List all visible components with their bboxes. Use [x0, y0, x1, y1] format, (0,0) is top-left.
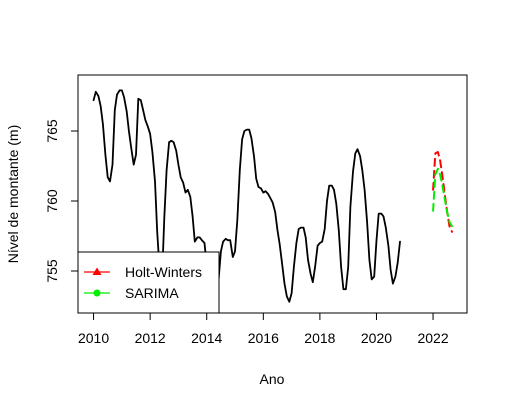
x-tick-label-2012: 2012 — [135, 330, 166, 346]
legend-marker-sarima — [93, 289, 101, 297]
y-tick-label-760: 760 — [44, 189, 60, 213]
x-tick-label-2020: 2020 — [361, 330, 392, 346]
y-tick-label-765: 765 — [44, 119, 60, 143]
y-axis: 755 760 765 — [44, 119, 79, 283]
x-tick-label-2010: 2010 — [78, 330, 109, 346]
x-tick-label-2016: 2016 — [248, 330, 279, 346]
x-axis: 2010 2012 2014 2016 2018 2020 2022 — [78, 312, 449, 346]
x-tick-label-2022: 2022 — [417, 330, 448, 346]
series-line-0 — [92, 89, 401, 303]
legend-label-holt-winters: Holt-Winters — [125, 264, 202, 280]
legend-label-sarima: SARIMA — [125, 285, 179, 301]
legend-box — [77, 251, 220, 314]
y-axis-title: Nível de montante (m) — [5, 125, 21, 264]
series-layer — [92, 89, 453, 303]
legend: Holt-Winters SARIMA — [77, 251, 220, 314]
x-tick-label-2018: 2018 — [304, 330, 335, 346]
x-tick-label-2014: 2014 — [191, 330, 222, 346]
x-axis-title: Ano — [260, 371, 285, 387]
series-line-2 — [432, 167, 453, 228]
y-tick-label-755: 755 — [44, 259, 60, 283]
legend-marker-holt-winters — [92, 267, 102, 275]
